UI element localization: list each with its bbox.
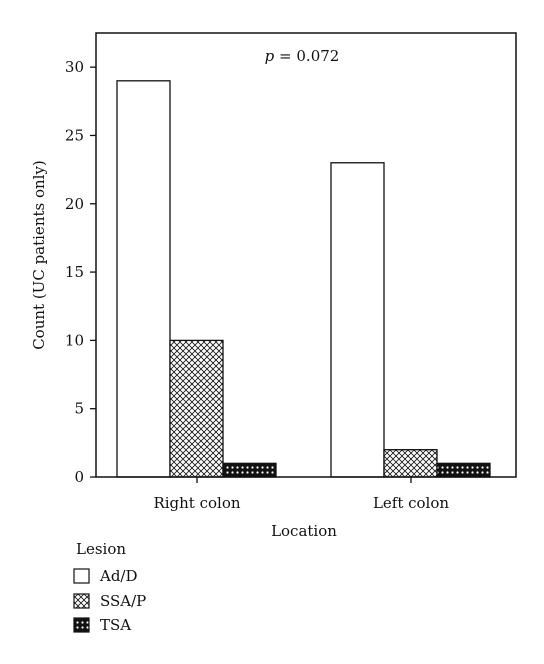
bar-ad-d-right-colon: [116, 80, 171, 478]
bar-ssa-p-right-colon: [169, 339, 224, 478]
bar-ad-d-left-colon: [330, 162, 385, 478]
legend-swatch-ad-d: [73, 568, 90, 584]
bar-tsa-right-colon: [222, 462, 277, 478]
y-tick-label-0: 0: [74, 468, 84, 486]
legend: Lesion Ad/D SSA/P TSA: [73, 540, 146, 634]
y-tick-label-5: 5: [74, 400, 84, 418]
x-axis-title: Location: [271, 522, 337, 540]
axes: [90, 32, 517, 483]
y-tick-label-20: 20: [65, 195, 84, 213]
p-symbol: p: [265, 47, 275, 65]
y-axis-title: Count (UC patients only): [30, 160, 48, 350]
bar-ssa-p-left-colon: [383, 449, 438, 478]
legend-title: Lesion: [76, 540, 126, 558]
y-tick-label-30: 30: [65, 58, 84, 76]
bar-tsa-left-colon: [436, 462, 491, 478]
y-tick-label-10: 10: [65, 331, 84, 349]
y-tick-label-15: 15: [65, 263, 84, 281]
plot-frame: [95, 32, 517, 478]
plot-area: [116, 80, 491, 478]
y-tick-label-25: 25: [65, 126, 84, 144]
legend-label-tsa: TSA: [100, 616, 131, 634]
labels: 0 5 10 15 20 25 30 Right colon Left colon Locatio…: [30, 47, 449, 540]
legend-label-ad-d: Ad/D: [99, 567, 138, 585]
x-tick-label-right-colon: Right colon: [153, 494, 240, 512]
legend-swatch-ssa-p: [73, 593, 90, 609]
legend-swatch-tsa: [73, 617, 90, 633]
p-value-text: = 0.072: [274, 47, 339, 65]
legend-label-ssa-p: SSA/P: [100, 592, 146, 610]
x-tick-label-left-colon: Left colon: [373, 494, 449, 512]
p-value-annotation: p = 0.072: [265, 47, 340, 65]
